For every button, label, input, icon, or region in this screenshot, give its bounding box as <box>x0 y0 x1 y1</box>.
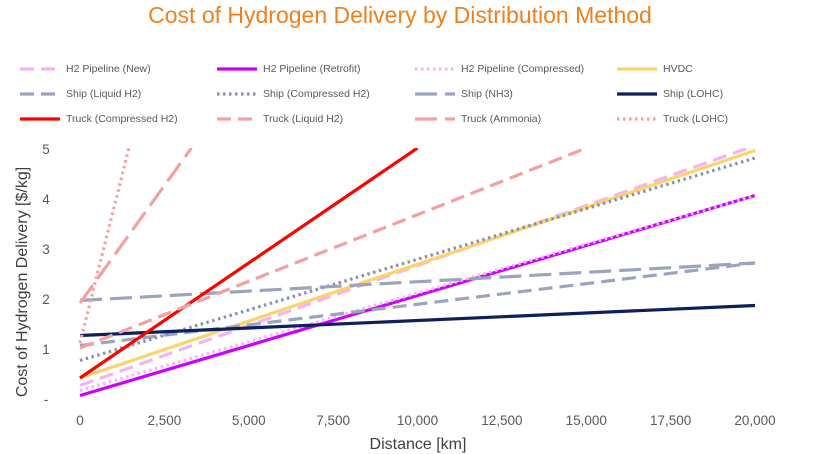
legend-item-h2-pipeline-compressed: H2 Pipeline (Compressed) <box>413 61 584 77</box>
legend-swatch <box>20 67 60 71</box>
legend-item-ship-compressed-h2: Ship (Compressed H2) <box>215 86 370 102</box>
series-line-truck-liquid-h2 <box>79 148 587 350</box>
legend-label: Truck (Ammonia) <box>461 113 542 125</box>
legend-item-hvdc: HVDC <box>615 61 693 77</box>
x-axis-label: Distance [km] <box>370 436 467 453</box>
y-tick-label: 2 <box>42 292 50 307</box>
legend-swatch <box>20 117 60 121</box>
y-axis-label: Cost of Hydrogen Delivery [$/kg] <box>14 167 31 397</box>
y-tick-label: 5 <box>42 142 50 157</box>
chart-legend: H2 Pipeline (New) H2 Pipeline (Retrofit) H… <box>0 0 814 140</box>
legend-item-truck-compressed-h2: Truck (Compressed H2) <box>18 111 178 127</box>
x-tick-label: 12,500 <box>481 413 522 428</box>
legend-swatch <box>20 92 60 96</box>
series-line-ship-lohc <box>79 303 756 338</box>
x-tick-label: 0 <box>76 413 84 428</box>
legend-item-truck-ammonia: Truck (Ammonia) <box>413 111 541 127</box>
chart-title: Cost of Hydrogen Delivery by Distributio… <box>148 2 652 28</box>
series-line-hvdc <box>79 148 756 380</box>
legend-item-ship-liquid-h2: Ship (Liquid H2) <box>18 86 141 102</box>
series-line-ship-nh3 <box>79 261 756 303</box>
x-tick-label: 20,000 <box>734 413 775 428</box>
legend-label: Truck (Compressed H2) <box>66 113 178 125</box>
legend-item-h2-pipeline-new: H2 Pipeline (New) <box>18 61 151 77</box>
x-tick-label: 7,500 <box>316 413 350 428</box>
x-tick-label: 10,000 <box>397 413 438 428</box>
legend-label: H2 Pipeline (Retrofit) <box>263 63 361 75</box>
legend-label: Truck (Liquid H2) <box>263 113 344 125</box>
legend-swatch <box>617 67 657 71</box>
legend-label: Ship (Compressed H2) <box>263 88 370 100</box>
legend-item-h2-pipeline-retrofit: H2 Pipeline (Retrofit) <box>215 61 360 77</box>
series-line-truck-ammonia <box>78 148 193 304</box>
legend-item-truck-lohc: Truck (LOHC) <box>615 111 728 127</box>
legend-swatch <box>217 117 257 121</box>
x-tick-label: 15,000 <box>566 413 607 428</box>
legend-swatch <box>617 117 657 121</box>
legend-item-truck-liquid-h2: Truck (Liquid H2) <box>215 111 343 127</box>
series-line-truck-compressed-h2 <box>79 148 419 380</box>
legend-label: H2 Pipeline (New) <box>66 63 151 75</box>
legend-item-ship-lohc: Ship (LOHC) <box>615 86 723 102</box>
series-line-ship-liquid-h2 <box>79 261 756 348</box>
legend-swatch <box>217 92 257 96</box>
legend-label: Truck (LOHC) <box>663 113 728 125</box>
legend-label: HVDC <box>663 63 693 75</box>
y-tick-label: 3 <box>42 242 50 257</box>
legend-swatch <box>617 92 657 96</box>
legend-label: H2 Pipeline (Compressed) <box>461 63 585 75</box>
y-tick-label: - <box>44 392 49 407</box>
legend-swatch <box>217 67 257 71</box>
x-tick-label: 2,500 <box>147 413 181 428</box>
legend-swatch <box>415 117 455 121</box>
legend-swatch <box>415 92 455 96</box>
legend-swatch <box>415 67 455 71</box>
x-tick-label: 5,000 <box>232 413 266 428</box>
y-tick-label: 4 <box>42 192 50 207</box>
legend-item-ship-nh3: Ship (NH3) <box>413 86 513 102</box>
y-tick-label: 1 <box>42 342 50 357</box>
x-tick-label: 17,500 <box>650 413 691 428</box>
legend-label: Ship (NH3) <box>461 88 513 100</box>
legend-label: Ship (Liquid H2) <box>66 88 142 100</box>
legend-label: Ship (LOHC) <box>663 88 724 100</box>
series-line-h2-pipeline-retrofit <box>79 193 756 398</box>
